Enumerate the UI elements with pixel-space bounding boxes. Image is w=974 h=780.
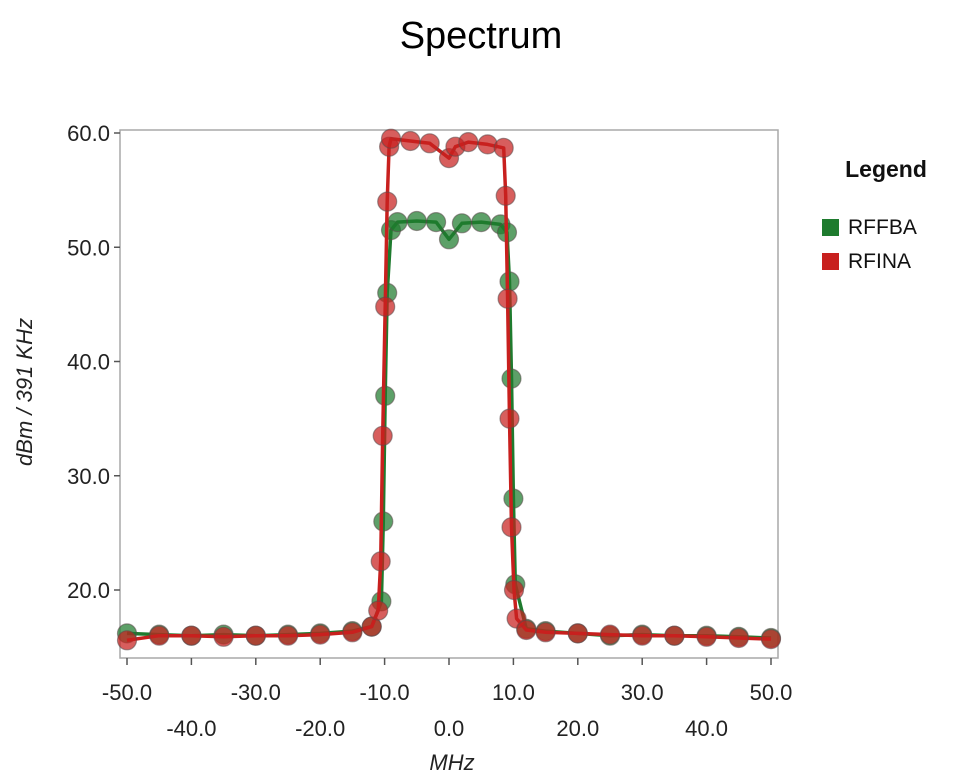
data-point bbox=[375, 296, 396, 317]
data-point bbox=[760, 628, 782, 650]
series-rfina bbox=[116, 128, 782, 651]
legend-label: RFINA bbox=[848, 250, 911, 273]
x-tick-label: -50.0 bbox=[102, 680, 152, 705]
y-tick-label: 60.0 bbox=[67, 121, 110, 146]
data-point bbox=[599, 624, 621, 645]
data-point bbox=[380, 128, 402, 149]
x-axis-label: MHz bbox=[429, 750, 474, 775]
data-point bbox=[400, 130, 421, 152]
data-point bbox=[535, 622, 556, 643]
data-point bbox=[499, 271, 520, 292]
legend-title: Legend bbox=[845, 156, 927, 182]
x-tick-label: -40.0 bbox=[166, 716, 216, 741]
x-tick-label: 10.0 bbox=[492, 680, 535, 705]
data-point bbox=[438, 229, 460, 250]
data-point bbox=[458, 132, 479, 153]
data-point bbox=[116, 630, 138, 651]
legend: Legend RFFBA RFINA bbox=[822, 156, 927, 273]
legend-label: RFFBA bbox=[848, 216, 917, 239]
data-point bbox=[342, 622, 363, 643]
plot-area bbox=[119, 129, 779, 659]
data-point bbox=[426, 212, 447, 233]
data-point bbox=[567, 623, 588, 644]
data-point bbox=[696, 626, 717, 647]
y-axis-label: dBm / 391 KHz bbox=[12, 318, 37, 466]
data-point bbox=[501, 368, 522, 389]
x-tick-label: 40.0 bbox=[685, 716, 728, 741]
legend-swatch bbox=[822, 253, 839, 270]
data-point bbox=[503, 579, 525, 601]
x-tick-label: 30.0 bbox=[621, 680, 664, 705]
data-point bbox=[372, 425, 393, 446]
data-point bbox=[245, 625, 266, 646]
data-point bbox=[406, 210, 427, 232]
x-tick-label: -30.0 bbox=[231, 680, 281, 705]
data-point bbox=[471, 212, 492, 233]
data-point bbox=[495, 185, 516, 206]
x-tick-label: -10.0 bbox=[360, 680, 410, 705]
data-point bbox=[387, 212, 408, 233]
data-point bbox=[501, 517, 522, 538]
data-point bbox=[373, 511, 394, 532]
data-point bbox=[632, 625, 653, 646]
x-tick-label: -20.0 bbox=[295, 716, 345, 741]
x-tick-label: 0.0 bbox=[434, 716, 465, 741]
data-point bbox=[499, 408, 520, 429]
data-point bbox=[664, 625, 685, 646]
data-point bbox=[310, 624, 331, 645]
data-point bbox=[377, 191, 398, 212]
data-point bbox=[213, 626, 234, 647]
data-point bbox=[493, 137, 514, 158]
x-tick-label: 20.0 bbox=[556, 716, 599, 741]
data-point bbox=[370, 551, 391, 572]
data-point bbox=[181, 625, 202, 646]
chart-title: Spectrum bbox=[400, 15, 563, 57]
data-point bbox=[419, 133, 440, 154]
y-tick-label: 30.0 bbox=[67, 464, 110, 489]
data-point bbox=[728, 627, 749, 649]
data-point bbox=[503, 488, 524, 509]
x-tick-label: 50.0 bbox=[750, 680, 793, 705]
data-point bbox=[497, 288, 518, 309]
y-tick-label: 20.0 bbox=[67, 578, 110, 603]
legend-swatch bbox=[822, 219, 839, 236]
data-point bbox=[149, 625, 170, 646]
data-point bbox=[516, 619, 537, 641]
data-point bbox=[368, 600, 389, 621]
y-tick-label: 50.0 bbox=[67, 235, 110, 260]
y-tick-label: 40.0 bbox=[67, 350, 110, 375]
data-point bbox=[277, 625, 299, 646]
data-point bbox=[451, 213, 472, 234]
